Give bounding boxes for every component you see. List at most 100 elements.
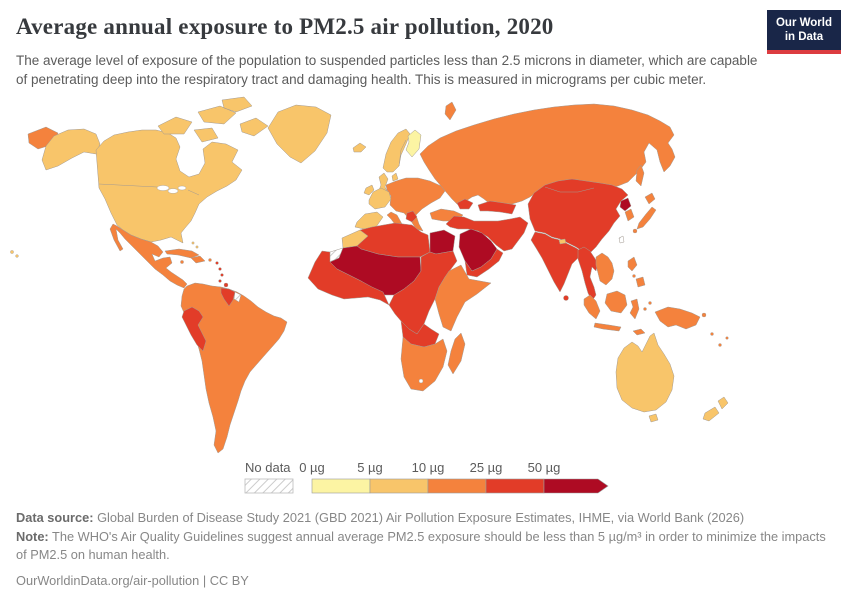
region-caucasus[interactable] <box>456 198 474 210</box>
region-iberia[interactable] <box>354 211 384 230</box>
legend-tick-2: 10 µg <box>412 460 445 475</box>
data-source-label: Data source: <box>16 510 94 525</box>
region-tasmania[interactable] <box>648 413 659 423</box>
region-peru[interactable] <box>181 306 207 352</box>
region-india[interactable] <box>530 231 583 293</box>
region-lesser-antilles[interactable] <box>218 279 222 283</box>
great-lakes <box>156 185 170 191</box>
region-lesser-antilles[interactable] <box>220 273 224 277</box>
owid-logo[interactable]: Our World in Data <box>766 10 841 54</box>
region-new-zealand[interactable] <box>702 396 729 422</box>
region-madagascar[interactable] <box>447 332 466 375</box>
citation-link[interactable]: OurWorldinData.org/air-pollution | CC BY <box>16 572 249 588</box>
legend-tick-1: 5 µg <box>357 460 383 475</box>
region-mexico-central-america[interactable] <box>109 223 188 289</box>
region-bahamas[interactable] <box>191 241 195 245</box>
region-east-africa[interactable] <box>434 264 492 332</box>
region-egypt[interactable] <box>429 229 456 255</box>
region-bahamas[interactable] <box>195 245 199 249</box>
region-novaya-zemlya[interactable] <box>444 101 457 121</box>
region-arctic-islands[interactable] <box>157 96 269 143</box>
region-new-britain[interactable] <box>701 312 707 318</box>
region-canada-united-states[interactable] <box>95 129 243 244</box>
region-japan-kyushu[interactable] <box>632 228 638 234</box>
great-lakes <box>167 188 179 194</box>
region-jamaica[interactable] <box>180 260 184 264</box>
region-indonesia-malaysia[interactable] <box>583 290 646 336</box>
region-puerto-rico[interactable] <box>208 258 212 262</box>
region-myanmar-thailand[interactable] <box>577 246 599 302</box>
region-cuba[interactable] <box>164 248 200 259</box>
region-south-korea[interactable] <box>624 208 635 222</box>
region-pacific-islands[interactable] <box>725 336 729 340</box>
region-ireland[interactable] <box>363 184 375 196</box>
region-hawaii[interactable] <box>15 254 19 258</box>
region-alaska[interactable] <box>41 128 101 171</box>
region-lesser-antilles[interactable] <box>218 267 222 271</box>
lesotho-gap <box>418 378 424 384</box>
region-iceland[interactable] <box>352 142 367 153</box>
region-taiwan[interactable] <box>618 235 625 244</box>
region-west-african-coast[interactable] <box>307 250 390 306</box>
region-yemen-oman[interactable] <box>464 248 504 278</box>
region-southern-africa[interactable] <box>400 336 448 392</box>
region-bhutan[interactable] <box>558 238 567 245</box>
region-lesser-antilles[interactable] <box>215 261 219 265</box>
data-source-text: Global Burden of Disease Study 2021 (GBD… <box>93 510 745 525</box>
legend-bucket-2[interactable] <box>427 478 487 494</box>
region-indochina[interactable] <box>595 252 615 286</box>
region-france[interactable] <box>368 187 392 210</box>
region-norway-sweden[interactable] <box>382 128 411 173</box>
legend-tick-0: 0 µg <box>299 460 325 475</box>
region-south-america[interactable] <box>180 282 288 454</box>
page-title: Average annual exposure to PM2.5 air pol… <box>16 14 554 39</box>
note-line: Note: The WHO's Air Quality Guidelines s… <box>16 528 838 565</box>
region-pacific-islands[interactable] <box>718 343 722 347</box>
region-uzbekistan-turkmenistan[interactable] <box>477 200 517 215</box>
legend-bucket-1[interactable] <box>369 478 429 494</box>
region-trinidad-tobago[interactable] <box>223 282 229 288</box>
region-hawaii[interactable] <box>10 250 14 254</box>
region-japan[interactable] <box>636 192 657 230</box>
region-guyana[interactable] <box>220 287 236 307</box>
chart-footer: Data source: Global Burden of Disease St… <box>16 509 838 590</box>
legend-bucket-0[interactable] <box>311 478 371 494</box>
region-europe-central[interactable] <box>385 177 446 232</box>
region-moluccas[interactable] <box>643 307 647 311</box>
region-pacific-islands[interactable] <box>710 332 714 336</box>
legend-bucket-4-arrow[interactable] <box>543 478 609 494</box>
owid-logo-line1: Our World <box>775 17 832 29</box>
region-new-guinea[interactable] <box>654 306 701 330</box>
region-finland[interactable] <box>405 129 422 158</box>
chart-subtitle: The average level of exposure of the pop… <box>16 53 758 87</box>
region-denmark[interactable] <box>391 172 399 182</box>
legend-bucket-3[interactable] <box>485 478 545 494</box>
region-north-korea[interactable] <box>619 197 632 212</box>
great-lakes <box>177 185 187 191</box>
data-source-line: Data source: Global Burden of Disease St… <box>16 509 838 528</box>
region-sakhalin[interactable] <box>635 164 645 187</box>
mongolia-border <box>544 186 595 193</box>
map-legend: No data 0 µg 5 µg 10 µg 25 µg 50 µg <box>244 460 609 494</box>
norway-sweden-border <box>398 139 407 167</box>
legend-no-data-label[interactable]: No data <box>245 460 291 475</box>
region-moluccas[interactable] <box>648 301 652 305</box>
region-hispaniola[interactable] <box>190 255 206 264</box>
region-australia[interactable] <box>615 332 675 413</box>
region-balkans[interactable] <box>405 210 418 223</box>
region-philippines-visayas[interactable] <box>632 274 636 278</box>
us-canada-border <box>98 183 200 196</box>
region-greenland[interactable] <box>267 104 332 164</box>
region-suriname[interactable] <box>233 291 242 303</box>
legend-no-data-swatch[interactable] <box>244 478 294 494</box>
legend-tick-3: 25 µg <box>470 460 503 475</box>
legend-tick-4: 50 µg <box>528 460 561 475</box>
region-philippines[interactable] <box>627 256 646 288</box>
region-sri-lanka[interactable] <box>563 295 569 301</box>
note-label: Note: <box>16 528 49 544</box>
owid-logo-line2: in Data <box>784 31 824 44</box>
note-text: The WHO's Air Quality Guidelines suggest… <box>16 528 826 563</box>
